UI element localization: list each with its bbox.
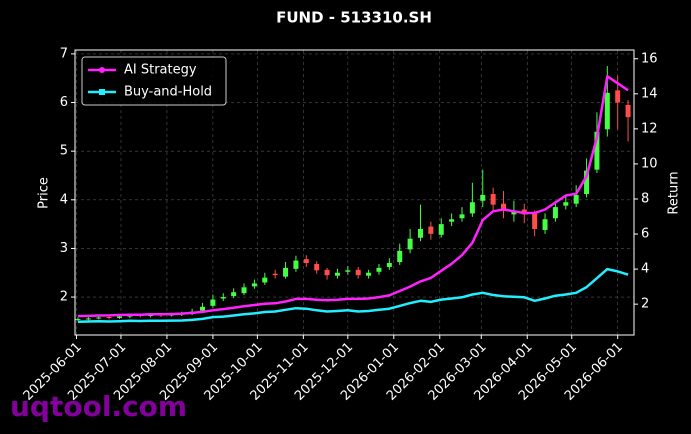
candle-body	[615, 90, 621, 103]
y2-tick-label: 2	[641, 297, 649, 312]
y2-tick-label: 8	[641, 191, 649, 206]
candle-body	[366, 272, 372, 276]
legend-box	[81, 56, 227, 106]
candle-body	[386, 263, 392, 267]
candle-body	[428, 226, 434, 234]
candle-body	[594, 131, 600, 170]
legend-marker	[99, 89, 105, 95]
candle-body	[417, 228, 423, 238]
return-line	[77, 267, 629, 323]
candle-body	[334, 272, 340, 276]
candle-body	[480, 194, 486, 201]
candle-body	[283, 267, 289, 277]
y2-tick-label: 14	[641, 86, 658, 101]
candle-body	[106, 317, 112, 319]
candle-body	[407, 238, 413, 250]
candle-body	[75, 318, 81, 320]
candle-body	[272, 273, 278, 276]
chart-title: FUND - 513310.SH	[276, 9, 432, 27]
watermark: uqtool.com	[10, 390, 187, 423]
y-tick-label: 7	[60, 46, 68, 61]
legend-marker	[99, 67, 105, 73]
candle-body	[573, 194, 579, 204]
candle-body	[542, 219, 548, 230]
candle-body	[355, 269, 361, 276]
candle-body	[85, 318, 91, 320]
candle-body	[293, 260, 299, 269]
candle-body	[459, 214, 465, 219]
candle-body	[397, 250, 403, 263]
candle-body	[469, 202, 475, 214]
y2-axis-label: Return	[667, 171, 682, 214]
y-tick-label: 3	[60, 241, 68, 256]
candle-body	[241, 287, 247, 294]
candle-body	[501, 203, 507, 210]
candle-body	[127, 315, 133, 317]
candle-body	[262, 277, 268, 283]
candle-body	[625, 104, 631, 118]
y-tick-label: 4	[60, 192, 68, 207]
candle-body	[376, 267, 382, 272]
candle-body	[324, 269, 330, 276]
candle-body	[552, 207, 558, 219]
candle-body	[511, 211, 517, 215]
candle-body	[231, 292, 237, 297]
candle-body	[220, 297, 226, 299]
y-tick-label: 2	[60, 290, 68, 305]
candle-body	[116, 316, 122, 318]
y2-tick-label: 4	[641, 262, 649, 277]
candle-body	[449, 219, 455, 222]
legend-label: AI Strategy	[124, 63, 197, 78]
return-line	[77, 75, 629, 318]
plot-frame	[74, 49, 635, 336]
y-tick-label: 5	[60, 144, 68, 159]
candle-body	[584, 170, 590, 194]
candle-body	[251, 283, 257, 287]
candle-body	[563, 202, 569, 206]
y-tick-label: 6	[60, 95, 68, 110]
y2-tick-label: 10	[641, 156, 658, 171]
legend-label: Buy-and-Hold	[124, 85, 212, 100]
candle-body	[148, 315, 154, 317]
candle-body	[604, 92, 610, 130]
y2-tick-label: 16	[641, 51, 658, 66]
candle-body	[438, 224, 444, 235]
candle-body	[303, 259, 309, 264]
candle-body	[345, 270, 351, 272]
candle-body	[314, 263, 320, 271]
candle-body	[210, 299, 216, 306]
candle-body	[200, 306, 206, 311]
candle-body	[96, 317, 102, 319]
y2-tick-label: 12	[641, 121, 658, 136]
y-axis-label: Price	[37, 177, 52, 209]
candle-body	[532, 213, 538, 229]
candle-body	[490, 193, 496, 205]
y2-tick-label: 6	[641, 227, 649, 242]
